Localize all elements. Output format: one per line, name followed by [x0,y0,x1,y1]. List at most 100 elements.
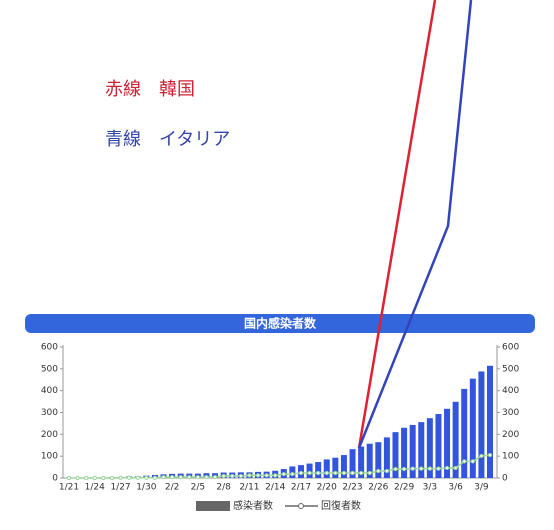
point [255,473,261,478]
x-tick-label: 2/26 [368,483,388,493]
y-tick-label: 0 [52,474,58,484]
point [419,466,424,471]
point [410,466,415,471]
x-tick-label: 2/17 [291,483,311,493]
bar [487,365,493,478]
point [479,453,484,459]
bar [375,442,382,478]
point [178,475,183,480]
point [221,473,226,479]
bar [392,432,399,478]
point [462,459,467,464]
point [273,473,278,478]
legend-swatch [196,501,230,511]
point [333,470,338,476]
bar [306,463,313,478]
point [195,475,200,480]
bar [426,418,433,478]
y-tick-label: 400 [41,386,58,396]
point [204,475,209,480]
y-tick-label: 200 [41,430,58,440]
point [161,475,166,480]
bar [452,401,459,478]
point [75,475,80,481]
point [376,468,381,474]
bar [323,459,330,478]
bar [349,449,356,478]
point [170,475,175,480]
annotation-line [357,0,473,449]
bar [383,437,390,478]
y-tick-label: 600 [41,343,58,353]
y2-tick-label: 400 [502,386,519,396]
y2-tick-label: 500 [502,364,519,374]
line [69,454,491,479]
bar [358,446,365,478]
point [316,470,321,476]
plot: 0 100 200 300 400 500 600 0 100 200 300 400 500 600 1/… [41,343,520,493]
point [290,471,295,477]
y-tick-label: 100 [41,452,58,462]
point [101,475,106,481]
point [92,475,97,481]
point [238,473,243,479]
bar [435,414,442,478]
y2-tick-label: 200 [502,430,519,440]
point [298,470,304,476]
bar [401,427,408,478]
x-tick-label: 2/11 [239,483,259,493]
point [470,459,475,464]
x-tick-label: 2/14 [265,483,285,493]
bar [418,422,425,478]
bar [444,408,451,478]
point [393,466,398,472]
x-tick-label: 1/24 [85,483,105,493]
bar [315,462,322,478]
point [281,471,286,477]
point [247,473,252,478]
x-tick-label: 2/2 [165,483,179,493]
point [307,470,312,476]
point [118,475,123,480]
point [427,466,432,471]
point [444,465,450,471]
point [152,475,158,480]
point [144,475,149,480]
bar [332,457,339,478]
point [212,475,218,480]
x-tick-label: 3/6 [448,483,463,493]
point [453,465,458,471]
annotation-line [357,0,437,449]
annotation: 赤線 韓国 [105,79,195,100]
y2-tick-label: 100 [502,452,519,462]
x-tick-label: 3/3 [423,483,437,493]
point [324,470,329,476]
point [367,470,372,476]
point [384,468,389,474]
bar [478,371,485,478]
legend-swatch [298,503,304,509]
bar [340,455,347,478]
point [109,475,115,481]
point [401,466,407,472]
point [127,475,132,480]
x-tick-label: 2/8 [216,483,231,493]
point [187,475,192,480]
point [84,475,89,481]
x-tick-label: 2/20 [317,483,337,493]
y-tick-label: 300 [41,408,58,418]
point [436,466,441,471]
point [264,473,269,478]
chart-title: 国内感染者数 [244,316,317,331]
point [66,475,72,481]
legend-label: 感染者数 [233,499,273,512]
y-tick-label: 500 [41,364,58,374]
point [350,470,355,476]
point [230,473,235,479]
point [341,470,347,476]
bar [469,378,476,478]
x-tick-label: 1/30 [136,483,156,493]
y2-tick-label: 600 [502,343,519,353]
legend-label: 回復者数 [321,499,361,512]
